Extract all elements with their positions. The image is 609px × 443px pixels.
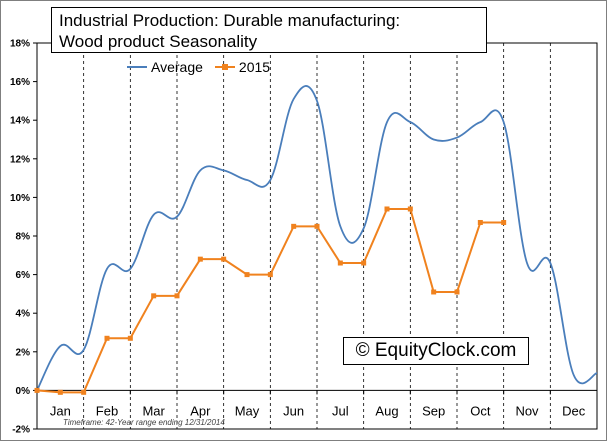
data-point-2015 — [267, 272, 273, 278]
data-point-2015 — [407, 206, 413, 212]
x-tick-label: May — [235, 403, 260, 418]
data-point-2015 — [174, 293, 180, 299]
y-tick-label: 6% — [16, 270, 31, 281]
y-tick-label: 10% — [10, 193, 30, 204]
data-point-2015 — [337, 260, 343, 266]
y-tick-label: 2% — [16, 347, 31, 358]
chart-title-line-2: Wood product Seasonality — [59, 32, 258, 51]
data-point-2015 — [454, 289, 460, 295]
data-point-2015 — [127, 335, 133, 341]
data-point-2015 — [384, 206, 390, 212]
x-tick-label: Sep — [422, 403, 445, 418]
series-line-average — [36, 85, 598, 391]
x-tick-label: Jan — [50, 403, 71, 418]
data-point-2015 — [244, 272, 250, 278]
y-tick-label: 18% — [10, 39, 30, 50]
data-point-2015 — [34, 387, 40, 393]
y-tick-label: 16% — [10, 77, 30, 88]
x-tick-label: Apr — [190, 403, 211, 418]
data-point-2015 — [81, 389, 87, 395]
data-point-2015 — [314, 223, 320, 229]
data-point-2015 — [221, 256, 227, 262]
chart-title: Industrial Production: Durable manufactu… — [51, 7, 487, 53]
legend-swatch-average — [127, 62, 147, 72]
legend-item-2015: 2015 — [214, 59, 271, 75]
x-tick-label: Mar — [142, 403, 165, 418]
x-tick-label: Nov — [515, 403, 539, 418]
y-tick-label: -2% — [12, 425, 30, 436]
y-tick-label: 14% — [10, 116, 30, 127]
legend-item-average: Average — [127, 59, 203, 75]
data-point-2015 — [197, 256, 203, 262]
x-tick-label: Aug — [375, 403, 398, 418]
x-tick-label: Dec — [562, 403, 586, 418]
x-tick-label: Jun — [283, 403, 304, 418]
x-tick-label: Jul — [332, 403, 349, 418]
y-tick-label: 12% — [10, 154, 30, 165]
y-tick-label: 0% — [16, 386, 31, 397]
chart-title-line-1: Industrial Production: Durable manufactu… — [59, 11, 401, 30]
data-point-2015 — [57, 389, 63, 395]
data-point-2015 — [501, 219, 507, 225]
x-tick-label: Feb — [96, 403, 118, 418]
data-point-2015 — [151, 293, 157, 299]
footnote-timeframe: Timeframe: 42-Year range ending 12/31/20… — [63, 418, 225, 427]
x-tick-label: Oct — [470, 403, 491, 418]
y-tick-label: 4% — [16, 309, 31, 320]
data-point-2015 — [361, 260, 367, 266]
data-point-2015 — [431, 289, 437, 295]
legend-label-average: Average — [151, 59, 203, 75]
watermark-equityclock: © EquityClock.com — [343, 337, 529, 365]
data-point-2015 — [104, 335, 110, 341]
data-point-2015 — [291, 223, 297, 229]
legend-label-2015: 2015 — [238, 59, 271, 75]
data-point-2015 — [477, 219, 483, 225]
y-tick-label: 8% — [16, 232, 31, 243]
legend: Average 2015 — [127, 57, 282, 77]
legend-swatch-2015 — [214, 62, 235, 72]
